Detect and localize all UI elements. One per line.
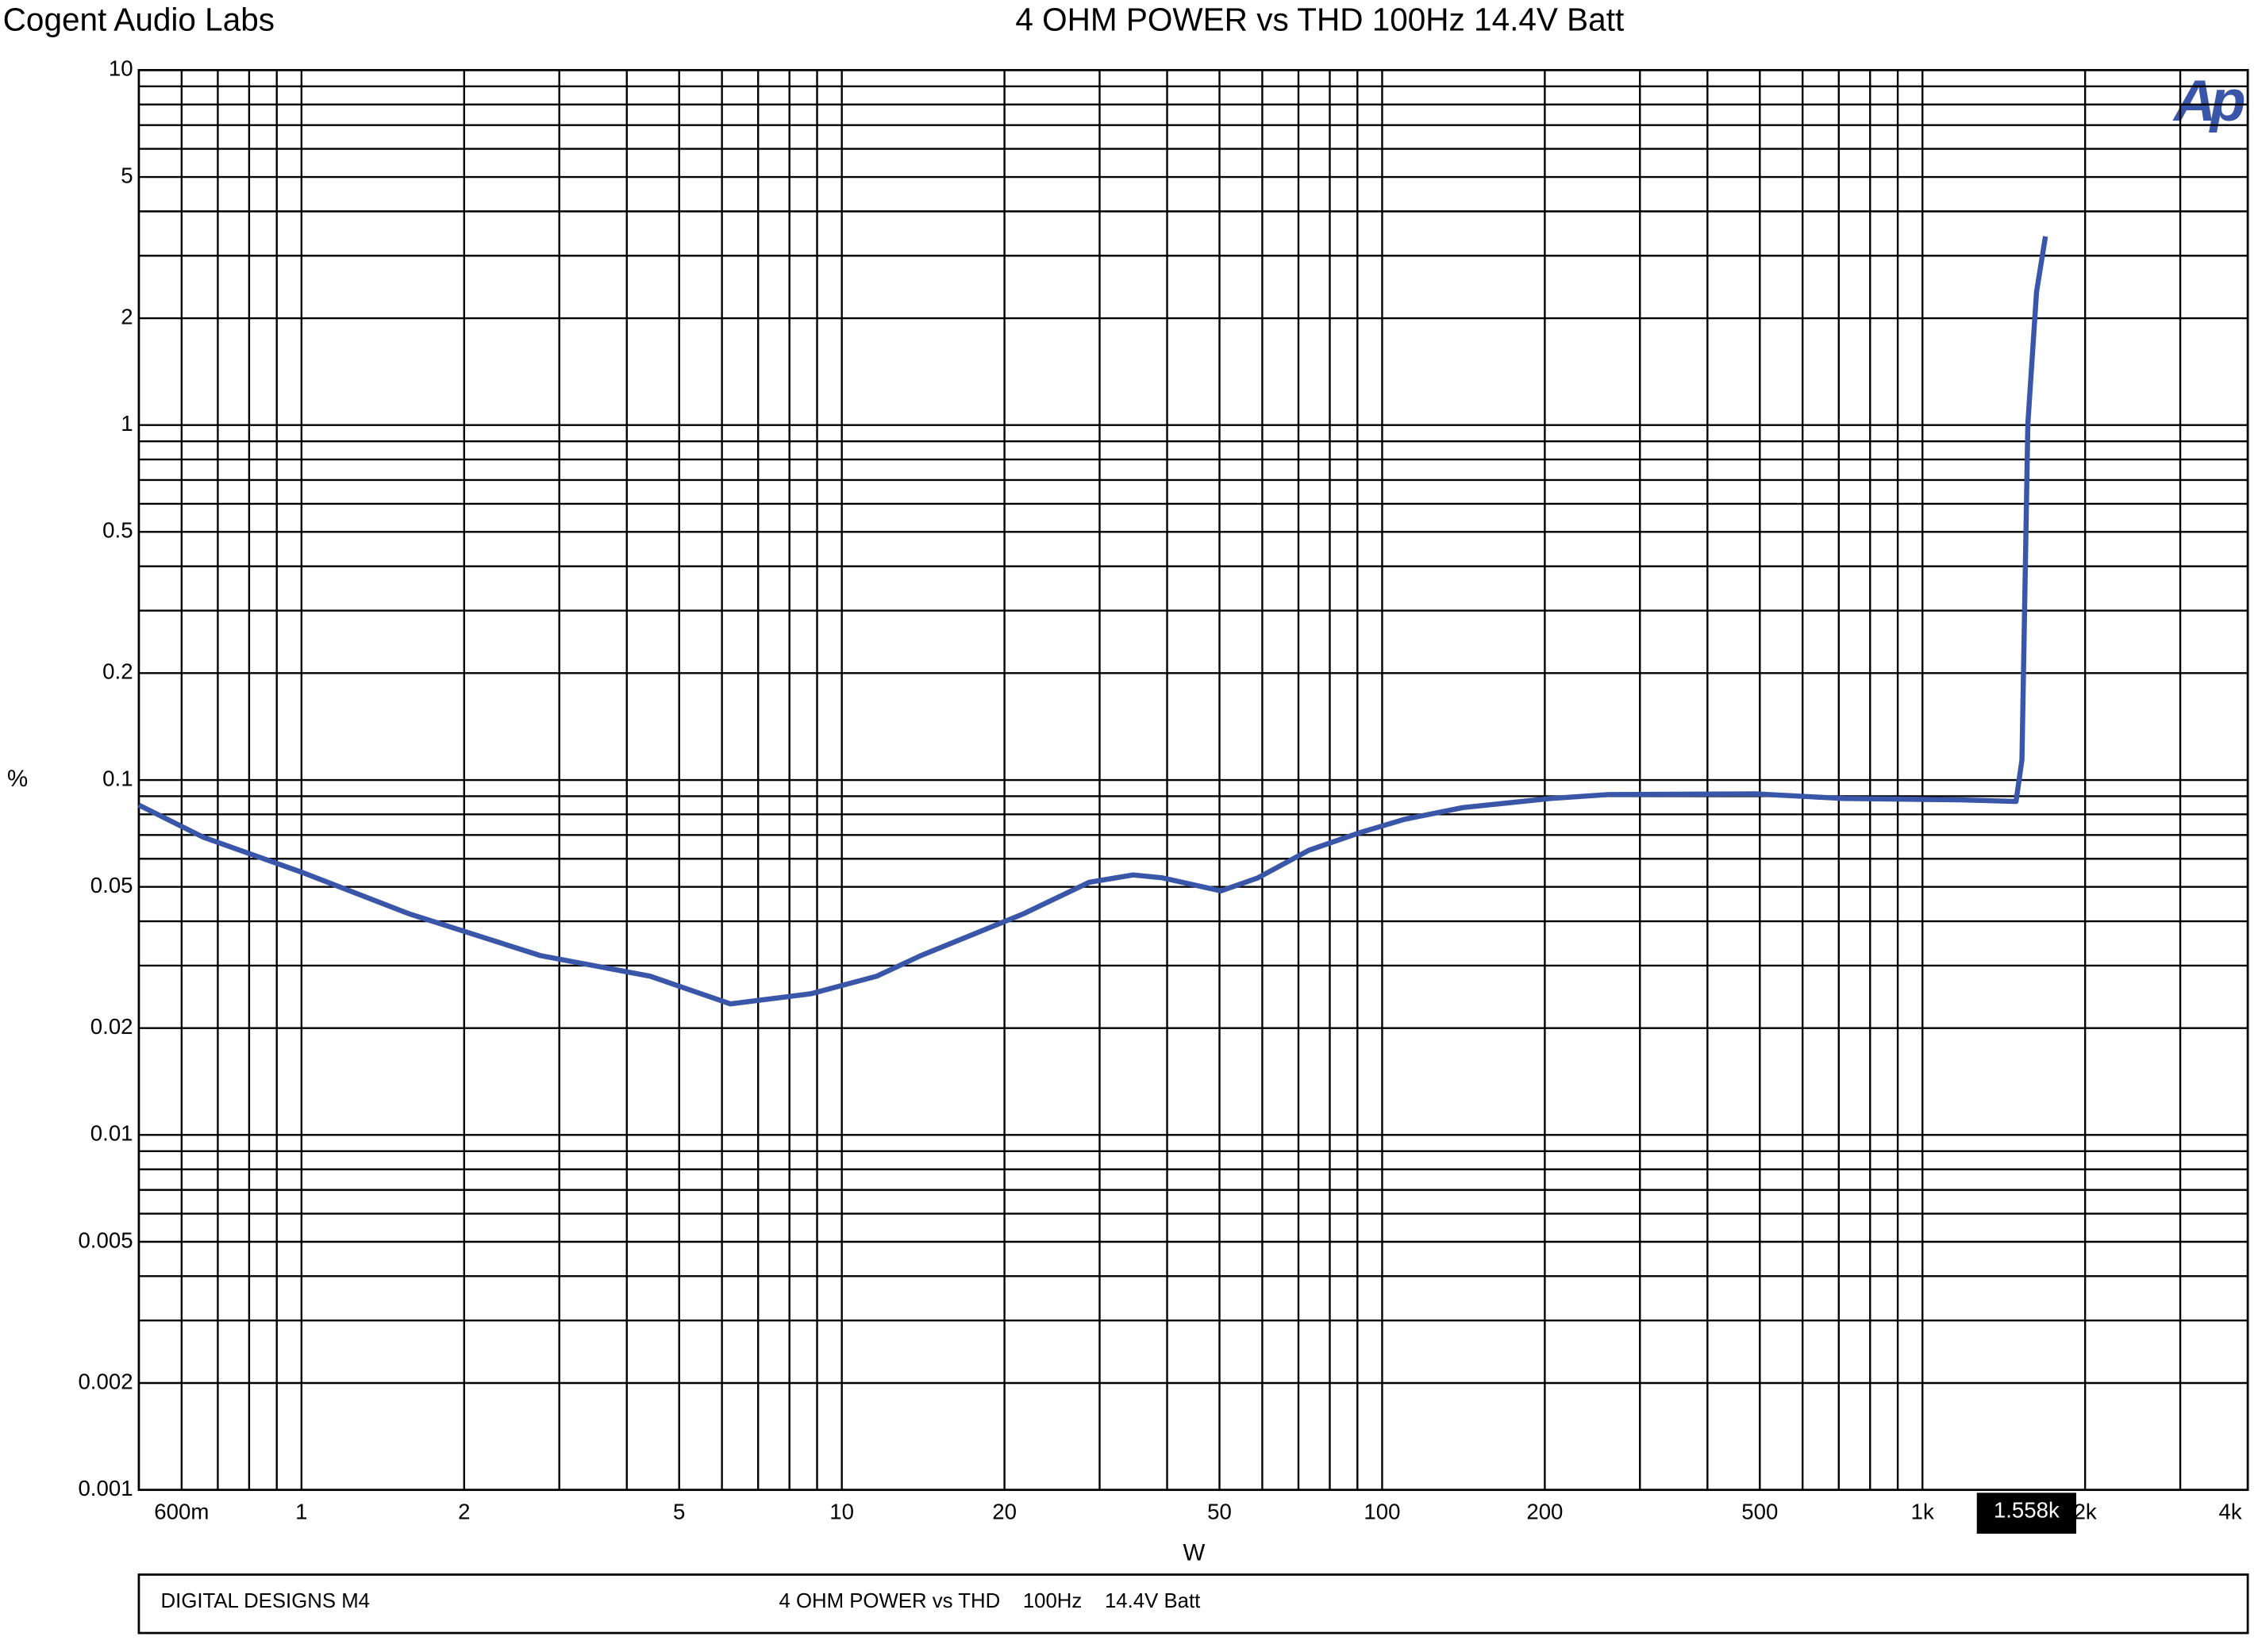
x-tick-label: 2: [458, 1499, 470, 1523]
y-tick-label: 0.005: [78, 1227, 133, 1252]
footer-box: [137, 1573, 2249, 1635]
data-line: [137, 236, 2048, 1007]
x-tick-label: 500: [1741, 1499, 1778, 1523]
y-tick-label: 0.5: [102, 518, 133, 543]
footer-left: DIGITAL DESIGNS M4: [161, 1590, 370, 1612]
x-tick-label: 1k: [1911, 1499, 1934, 1523]
x-tick-label: 5: [673, 1499, 685, 1523]
y-tick-label: 0.001: [78, 1476, 133, 1500]
y-tick-label: 10: [109, 56, 133, 81]
x-tick-label: 2k: [2074, 1499, 2097, 1523]
y-tick-label: 2: [121, 304, 133, 328]
x-axis-label: W: [1183, 1539, 1206, 1566]
y-tick-label: 0.1: [102, 766, 133, 790]
y-tick-label: 5: [121, 163, 133, 187]
x-tick-label: 1: [295, 1499, 307, 1523]
y-tick-label: 1: [121, 411, 133, 436]
x-tick-label: 4k: [2219, 1499, 2242, 1523]
chart-title: 4 OHM POWER vs THD 100Hz 14.4V Batt: [1015, 1, 1624, 37]
logo: Ap: [2172, 67, 2245, 133]
x-tick-label: 100: [1364, 1499, 1400, 1523]
plot-frame: [137, 68, 2249, 1492]
x-tick-label: 200: [1526, 1499, 1563, 1523]
x-tick-label: 50: [1207, 1499, 1232, 1523]
cursor-label: 1.558k: [1994, 1498, 2060, 1523]
x-tick-label: 600m: [154, 1499, 209, 1523]
y-tick-label: 0.01: [90, 1121, 133, 1146]
company: Cogent Audio Labs: [3, 1, 275, 37]
x-tick-label: 20: [992, 1499, 1017, 1523]
footer-right: 4 OHM POWER vs THD 100Hz 14.4V Batt: [779, 1590, 1200, 1612]
y-tick-label: 0.02: [90, 1014, 133, 1039]
cursor-marker: [1976, 1493, 2076, 1534]
y-tick-label: 0.05: [90, 873, 133, 897]
y-tick-label: 0.002: [78, 1369, 133, 1393]
y-tick-label: 0.2: [102, 659, 133, 684]
x-tick-label: 10: [829, 1499, 854, 1523]
y-axis-label: %: [7, 766, 28, 792]
